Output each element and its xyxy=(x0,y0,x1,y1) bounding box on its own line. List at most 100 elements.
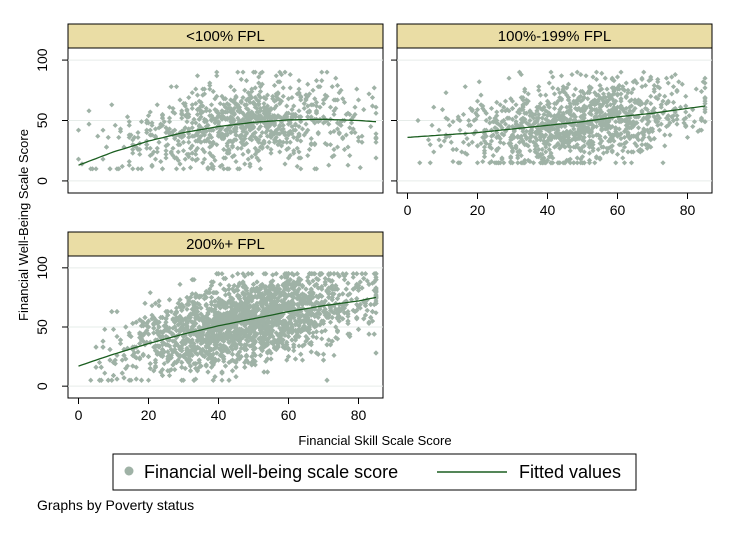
data-point xyxy=(329,84,335,90)
data-point xyxy=(180,166,187,172)
data-point xyxy=(373,131,379,137)
data-point xyxy=(509,116,516,122)
data-point xyxy=(548,69,554,75)
data-point xyxy=(536,111,542,118)
data-point xyxy=(669,114,675,120)
data-point xyxy=(613,119,619,125)
data-point xyxy=(254,155,260,161)
data-point xyxy=(196,136,202,142)
data-point xyxy=(205,166,211,172)
data-point xyxy=(604,99,610,105)
data-point xyxy=(201,91,208,97)
data-point xyxy=(231,117,237,124)
data-point xyxy=(539,107,545,113)
data-point xyxy=(189,102,195,108)
data-point xyxy=(249,154,255,160)
data-point xyxy=(243,105,250,112)
data-point xyxy=(595,92,601,98)
data-point xyxy=(107,166,113,172)
data-point xyxy=(275,79,281,85)
data-point xyxy=(515,160,521,166)
data-point xyxy=(327,104,334,110)
data-point xyxy=(518,152,524,159)
data-point xyxy=(201,156,208,162)
data-point xyxy=(684,134,691,141)
data-point xyxy=(226,146,232,153)
data-point xyxy=(327,142,334,148)
data-point xyxy=(345,162,351,168)
data-point xyxy=(158,158,164,165)
data-point xyxy=(212,96,218,102)
data-point xyxy=(628,121,635,127)
data-point xyxy=(194,145,201,151)
data-point xyxy=(259,69,265,75)
data-point xyxy=(670,107,677,113)
data-point xyxy=(287,152,293,159)
data-point xyxy=(455,116,461,122)
data-point xyxy=(273,103,279,109)
data-point xyxy=(273,93,279,99)
data-point xyxy=(240,116,246,122)
data-point xyxy=(625,149,631,155)
data-point xyxy=(296,123,302,130)
data-point xyxy=(224,105,230,112)
data-point xyxy=(243,140,250,147)
data-point xyxy=(147,132,153,138)
data-point xyxy=(270,93,276,99)
data-point xyxy=(135,134,141,141)
data-point xyxy=(210,88,216,95)
data-point xyxy=(644,107,650,113)
data-point xyxy=(305,81,311,87)
data-point xyxy=(292,121,299,127)
data-point xyxy=(481,144,488,150)
data-point xyxy=(488,138,495,144)
data-point xyxy=(205,122,211,128)
data-point xyxy=(179,108,185,114)
data-point xyxy=(247,127,253,133)
data-point xyxy=(662,93,668,99)
data-point xyxy=(275,90,281,96)
data-point xyxy=(341,99,348,105)
data-point xyxy=(609,96,615,102)
data-point xyxy=(483,140,489,147)
data-point xyxy=(247,96,253,102)
data-point xyxy=(252,104,258,110)
data-point xyxy=(289,107,295,113)
data-point xyxy=(161,119,167,125)
data-point xyxy=(555,86,561,92)
data-point xyxy=(252,129,258,136)
data-point xyxy=(89,166,96,172)
data-point xyxy=(298,97,304,103)
data-point xyxy=(348,129,355,136)
data-point xyxy=(655,76,661,83)
data-point xyxy=(291,150,297,156)
data-point xyxy=(623,80,629,86)
data-point xyxy=(560,88,566,95)
data-point xyxy=(236,133,243,139)
data-point xyxy=(539,146,545,153)
data-point xyxy=(256,74,262,80)
data-point xyxy=(599,70,605,76)
data-point xyxy=(154,102,160,108)
data-point xyxy=(207,132,213,138)
data-point xyxy=(431,149,437,155)
data-point xyxy=(287,139,293,145)
data-point xyxy=(173,84,180,90)
data-point xyxy=(450,146,456,153)
data-point xyxy=(151,149,157,155)
data-point xyxy=(588,111,594,118)
data-point xyxy=(189,105,195,112)
scatter-points xyxy=(75,69,379,172)
data-point xyxy=(572,86,579,92)
data-point xyxy=(259,129,265,136)
data-point xyxy=(126,119,132,125)
data-point xyxy=(256,109,262,115)
data-point xyxy=(593,69,600,75)
data-point xyxy=(200,92,206,98)
data-point xyxy=(231,87,237,93)
data-point xyxy=(221,146,227,153)
data-point xyxy=(256,139,262,145)
data-point xyxy=(373,104,379,110)
data-point xyxy=(453,146,460,153)
